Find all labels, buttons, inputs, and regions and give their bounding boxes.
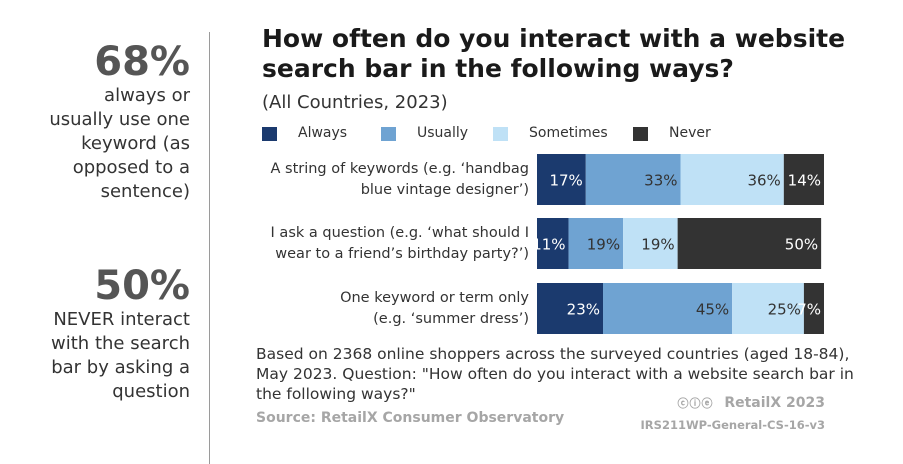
stat-line: question (112, 381, 190, 402)
category-label: A string of keywords (e.g. ‘handbag (270, 161, 529, 177)
bar-segment-usually (603, 283, 733, 334)
cc-by-nd-icon: ⓒⓘⓔ (677, 397, 714, 410)
bar-segment-never (677, 218, 822, 269)
bar-segment-sometimes (732, 283, 804, 334)
data-label: 11% (532, 236, 565, 254)
legend-swatch (493, 127, 508, 141)
bar-segment-always (537, 218, 569, 269)
bar-segment-sometimes (680, 154, 784, 205)
data-label: 33% (644, 172, 677, 190)
brand-line: ⓒⓘⓔ RetailX 2023 (677, 395, 825, 411)
chart-title-line: How often do you interact with a website (262, 24, 846, 53)
stat-line: with the search (51, 333, 190, 354)
data-label: 45% (696, 301, 729, 319)
data-label: 25% (768, 301, 801, 319)
data-label: 50% (785, 236, 818, 254)
chart-legend: Always Usually Sometimes Never (262, 124, 742, 144)
bar-segment-never (803, 283, 824, 334)
bar-segment-sometimes (623, 218, 678, 269)
data-label: 36% (747, 172, 780, 190)
legend-swatch (633, 127, 648, 141)
bar-segment-never (783, 154, 824, 205)
bar-segment-usually (585, 154, 681, 205)
brand-text: RetailX 2023 (724, 395, 825, 411)
chart-subtitle: (All Countries, 2023) (262, 92, 448, 113)
legend-swatch (262, 127, 277, 141)
source-text: Source: RetailX Consumer Observatory (256, 410, 565, 426)
data-label: 19% (587, 236, 620, 254)
bar-segment-usually (568, 218, 624, 269)
stat-line: always or (104, 85, 190, 106)
legend-label: Never (669, 125, 711, 141)
stat-value: 50% (94, 263, 190, 309)
data-label: 19% (641, 236, 674, 254)
stat-line: NEVER interact (53, 309, 190, 330)
methodology-note: Based on 2368 online shoppers across the… (256, 345, 854, 403)
key-stats-panel: 68% always or usually use one keyword (a… (0, 0, 200, 464)
stat-keyword-usage: 68% always or usually use one keyword (a… (49, 40, 190, 204)
bar-segment-always (537, 154, 586, 205)
data-label: 17% (549, 172, 582, 190)
vertical-divider (209, 32, 210, 464)
category-label: One keyword or term only (340, 290, 529, 306)
category-label: I ask a question (e.g. ‘what should I (271, 225, 529, 241)
stat-value: 68% (94, 39, 190, 85)
stat-line: bar by asking a (51, 357, 190, 378)
category-label: wear to a friend’s birthday party?’) (275, 246, 529, 262)
legend-label: Usually (417, 125, 469, 141)
document-code: IRS211WP-General-CS-16-v3 (640, 418, 825, 432)
data-label: 14% (788, 172, 821, 190)
category-label: blue vintage designer’) (361, 182, 529, 198)
data-label: 23% (567, 301, 600, 319)
stat-line: keyword (as (81, 133, 190, 154)
legend-label: Sometimes (529, 125, 608, 141)
legend-swatch (381, 127, 396, 141)
stat-line: sentence) (100, 181, 190, 202)
legend-label: Always (298, 125, 348, 141)
stat-line: opposed to a (72, 157, 190, 178)
stat-never-question: 50% NEVER interact with the search bar b… (51, 264, 190, 404)
bar-segment-always (537, 283, 604, 334)
chart-title-line: search bar in the following ways? (262, 54, 734, 83)
chart-title: How often do you interact with a website… (262, 24, 845, 84)
category-label: (e.g. ‘summer dress’) (373, 311, 529, 327)
stat-line: usually use one (49, 109, 190, 130)
data-label: 7% (797, 301, 821, 319)
